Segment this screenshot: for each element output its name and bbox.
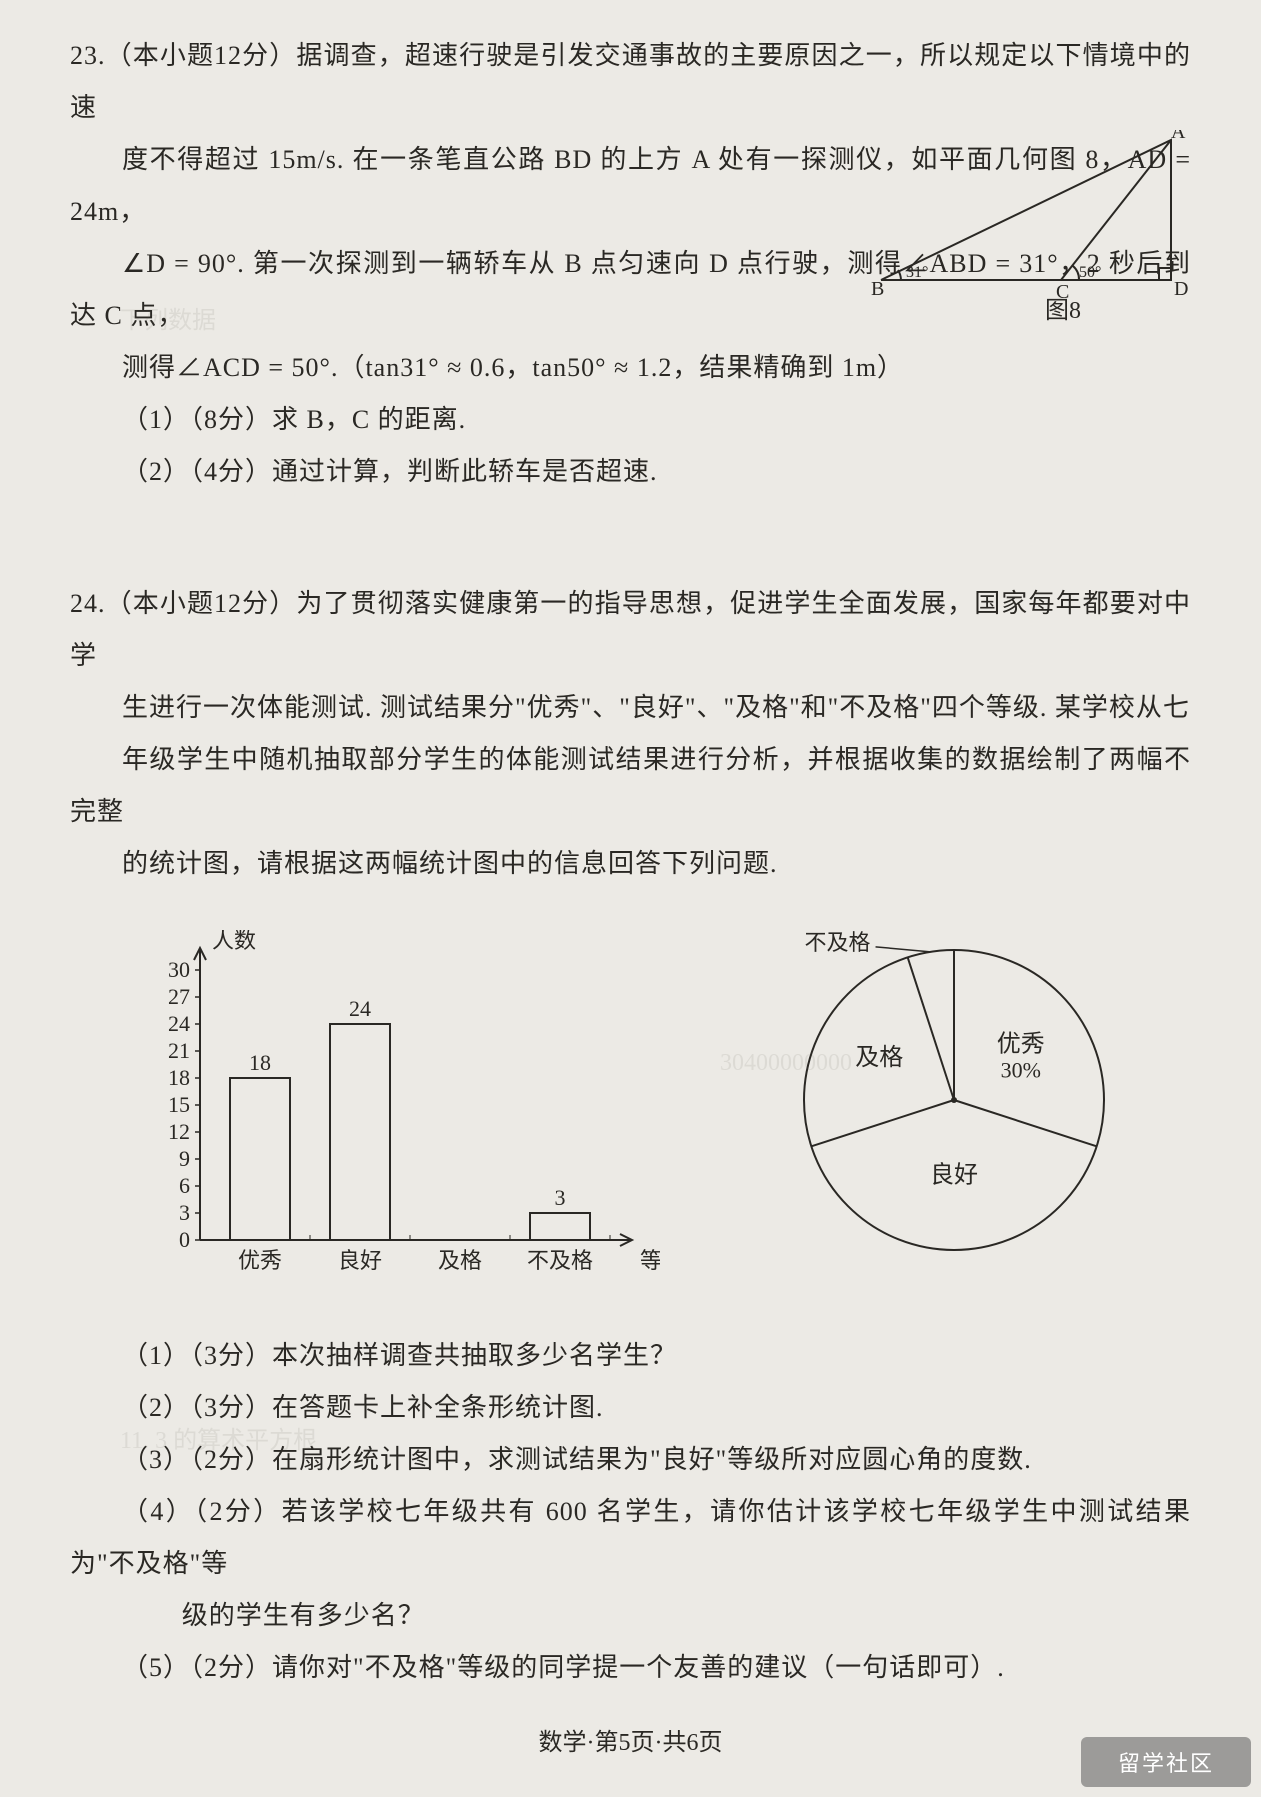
svg-text:24: 24 <box>168 1011 190 1036</box>
svg-text:21: 21 <box>168 1038 190 1063</box>
svg-text:等级: 等级 <box>640 1248 660 1273</box>
prob-points: （本小题12分） <box>106 41 297 70</box>
prob-text: 生进行一次体能测试. 测试结果分"优秀"、"良好"、"及格"和"不及格"四个等级… <box>70 682 1190 734</box>
svg-text:3: 3 <box>555 1185 566 1210</box>
subquestion-1: （1）（8分）求 B，C 的距离. <box>70 394 466 446</box>
subquestion-3: （3）（2分）在扇形统计图中，求测试结果为"良好"等级所对应圆心角的度数. <box>70 1434 1032 1486</box>
svg-text:9: 9 <box>179 1146 190 1171</box>
point-d-label: D <box>1174 278 1188 300</box>
page-footer: 数学·第5页·共6页 <box>0 1722 1261 1757</box>
svg-text:12: 12 <box>168 1119 190 1144</box>
problem-24: 24.（本小题12分）为了贯彻落实健康第一的指导思想，促进学生全面发展，国家每年… <box>70 578 1191 890</box>
svg-text:30: 30 <box>168 957 190 982</box>
subquestion-2: （2）（3分）在答题卡上补全条形统计图. <box>70 1382 604 1434</box>
problem-24-subs: （1）（3分）本次抽样调查共抽取多少名学生？ （2）（3分）在答题卡上补全条形统… <box>70 1330 1191 1694</box>
svg-text:3: 3 <box>179 1200 190 1225</box>
bar-chart: 036912151821242730人数18优秀24良好及格3不及格等级 <box>140 930 660 1310</box>
svg-text:人数: 人数 <box>212 930 256 953</box>
charts-row: 036912151821242730人数18优秀24良好及格3不及格等级 优秀3… <box>70 910 1191 1310</box>
svg-text:30%: 30% <box>1001 1058 1041 1083</box>
angle-c-label: 50° <box>1079 264 1101 281</box>
subquestion-2: （2）（4分）通过计算，判断此轿车是否超速. <box>70 446 658 498</box>
svg-text:6: 6 <box>179 1173 190 1198</box>
point-a-label: A <box>1171 130 1186 143</box>
svg-text:不及格: 不及格 <box>805 930 871 955</box>
prob-text: 测得∠ACD = 50°.（tan31° ≈ 0.6，tan50° ≈ 1.2，… <box>70 342 904 394</box>
svg-text:0: 0 <box>179 1227 190 1252</box>
svg-text:良好: 良好 <box>930 1162 978 1189</box>
svg-text:优秀: 优秀 <box>997 1031 1045 1058</box>
svg-text:27: 27 <box>168 984 190 1009</box>
subquestion-1: （1）（3分）本次抽样调查共抽取多少名学生？ <box>70 1330 677 1382</box>
figure-8-diagram: A B C D 31° 50° <box>871 130 1191 300</box>
svg-text:24: 24 <box>349 996 371 1021</box>
svg-text:优秀: 优秀 <box>238 1248 282 1273</box>
svg-text:良好: 良好 <box>338 1248 382 1273</box>
prob-points: （本小题12分） <box>106 589 297 618</box>
exam-page: 下列数据 30400000000 11. 3 的算术平方根 23.（本小题12分… <box>0 0 1261 1797</box>
prob-text: 年级学生中随机抽取部分学生的体能测试结果进行分析，并根据收集的数据绘制了两幅不完… <box>70 734 1191 838</box>
svg-text:18: 18 <box>168 1065 190 1090</box>
prob-number: 23. <box>70 41 106 70</box>
svg-text:及格: 及格 <box>855 1044 903 1071</box>
point-b-label: B <box>871 278 884 300</box>
subquestion-5: （5）（2分）请你对"不及格"等级的同学提一个友善的建议（一句话即可）. <box>70 1642 1005 1694</box>
svg-text:不及格: 不及格 <box>527 1248 593 1273</box>
watermark-logo: 留学社区 <box>1081 1737 1251 1787</box>
subquestion-4: （4）（2分）若该学校七年级共有 600 名学生，请你估计该学校七年级学生中测试… <box>70 1486 1191 1590</box>
angle-b-label: 31° <box>906 264 928 281</box>
svg-text:及格: 及格 <box>438 1248 482 1273</box>
pie-chart: 优秀30% 良好 及格 不及格 <box>784 930 1124 1290</box>
svg-text:15: 15 <box>168 1092 190 1117</box>
prob-number: 24. <box>70 589 106 618</box>
prob-text: 的统计图，请根据这两幅统计图中的信息回答下列问题. <box>70 838 778 890</box>
subquestion-4b: 级的学生有多少名？ <box>182 1590 425 1642</box>
svg-text:18: 18 <box>249 1050 271 1075</box>
figure-8-caption: 图8 <box>1045 290 1081 325</box>
